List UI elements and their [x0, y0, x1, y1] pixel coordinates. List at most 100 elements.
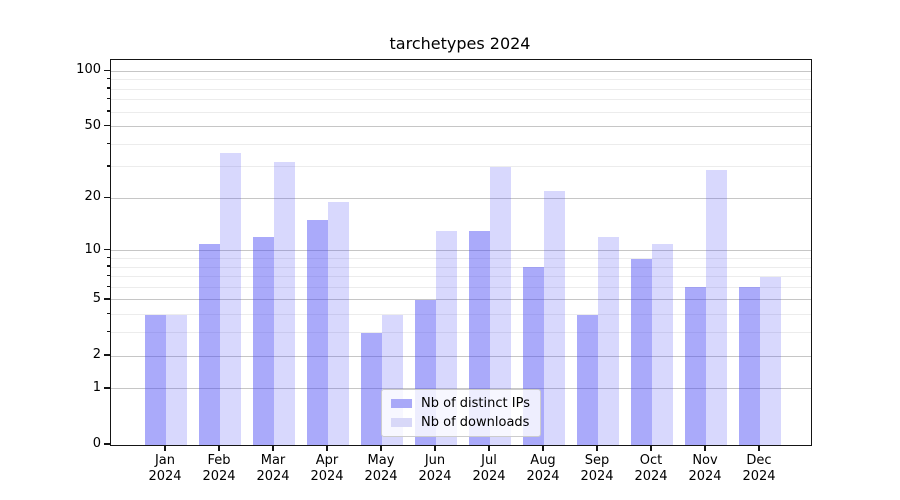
x-tick-year: 2024 [634, 469, 668, 484]
x-tick-label-sep: Sep 2024 [567, 453, 627, 485]
bar-downloads-feb [220, 152, 241, 445]
y-tick-mark-2 [104, 354, 110, 356]
x-tick-month: Jan [154, 453, 176, 468]
x-tick-month: Aug [530, 453, 556, 468]
bar-downloads-dec [760, 276, 781, 445]
bar-downloads-aug [544, 191, 565, 445]
gridline-50 [111, 126, 811, 128]
x-tick-year: 2024 [148, 469, 182, 484]
y-minor-tick-mark-6 [106, 285, 110, 288]
x-tick-label-oct: Oct 2024 [621, 453, 681, 485]
legend-row-downloads: Nb of downloads [391, 415, 530, 430]
y-minor-tick-mark-40 [106, 142, 110, 144]
bar-distinct-ips-nov [685, 287, 706, 445]
x-tick-label-dec: Dec 2024 [729, 453, 789, 485]
x-tick-label-jun: Jun 2024 [405, 453, 465, 485]
y-tick-label-1: 1 [92, 379, 101, 395]
y-tick-mark-0 [104, 443, 110, 445]
y-minor-tick-mark-90 [106, 78, 110, 80]
x-tick-month: Mar [260, 453, 286, 468]
gridline-minor-9 [111, 258, 811, 259]
bar-distinct-ips-mar [253, 237, 274, 445]
gridline-2 [111, 355, 811, 357]
x-tick-mark-nov [704, 445, 706, 451]
x-tick-label-may: May 2024 [351, 453, 411, 485]
y-minor-tick-mark-80 [106, 87, 110, 89]
x-tick-mark-jul [488, 445, 490, 451]
x-tick-month: Dec [746, 453, 772, 468]
x-tick-label-nov: Nov 2024 [675, 453, 735, 485]
y-tick-label-100: 100 [76, 62, 101, 78]
x-tick-month: Sep [584, 453, 610, 468]
y-minor-tick-mark-4 [106, 312, 110, 315]
gridline-minor-60 [111, 111, 811, 113]
gridline-minor-6 [111, 286, 811, 288]
x-tick-year: 2024 [688, 469, 722, 484]
legend-label-distinct-ips: Nb of distinct IPs [421, 396, 530, 411]
x-tick-year: 2024 [742, 469, 776, 484]
y-tick-mark-1 [104, 387, 110, 389]
gridline-minor-8 [111, 266, 811, 268]
x-tick-year: 2024 [472, 469, 506, 484]
bar-downloads-nov [706, 169, 727, 445]
legend-swatch-downloads [391, 418, 413, 427]
y-minor-tick-mark-30 [106, 165, 110, 167]
x-tick-month: Jun [424, 453, 446, 468]
x-tick-label-jan: Jan 2024 [135, 453, 195, 485]
y-minor-tick-mark-60 [106, 110, 110, 112]
y-tick-mark-50 [104, 124, 110, 127]
x-tick-label-jul: Jul 2024 [459, 453, 519, 485]
x-tick-month: May [367, 453, 395, 468]
y-tick-mark-20 [104, 196, 110, 199]
y-tick-mark-100 [104, 69, 110, 71]
x-tick-mark-mar [272, 445, 274, 451]
gridline-minor-30 [111, 166, 811, 168]
x-tick-label-mar: Mar 2024 [243, 453, 303, 485]
x-tick-month: Nov [692, 453, 718, 468]
y-minor-tick-mark-70 [106, 98, 110, 100]
gridline-minor-80 [111, 88, 811, 90]
gridline-10 [111, 250, 811, 252]
y-tick-label-2: 2 [92, 347, 101, 363]
x-tick-month: Oct [639, 453, 663, 468]
bar-downloads-apr [328, 202, 349, 445]
x-tick-label-apr: Apr 2024 [297, 453, 357, 485]
bar-distinct-ips-jan [145, 314, 166, 445]
legend-swatch-distinct-ips [391, 399, 413, 408]
x-tick-mark-dec [758, 445, 760, 451]
x-tick-year: 2024 [580, 469, 614, 484]
y-tick-label-10: 10 [84, 241, 101, 257]
bar-distinct-ips-may [361, 332, 382, 445]
gridline-minor-90 [111, 79, 811, 81]
y-tick-label-50: 50 [84, 117, 101, 133]
x-tick-mark-aug [542, 445, 544, 451]
y-tick-label-5: 5 [92, 290, 101, 306]
plot-area: Nb of distinct IPs Nb of downloads [110, 59, 812, 446]
gridline-100 [111, 70, 811, 72]
bar-downloads-jan [166, 314, 187, 445]
x-tick-label-feb: Feb 2024 [189, 453, 249, 485]
x-tick-year: 2024 [310, 469, 344, 484]
x-tick-month: Apr [315, 453, 339, 468]
x-tick-mark-jan [164, 445, 166, 451]
gridline-minor-3 [111, 332, 811, 334]
x-tick-year: 2024 [418, 469, 452, 484]
x-tick-year: 2024 [364, 469, 398, 484]
y-minor-tick-mark-3 [106, 331, 110, 333]
y-minor-tick-mark-8 [106, 265, 110, 267]
y-tick-mark-10 [104, 249, 110, 251]
x-tick-year: 2024 [202, 469, 236, 484]
bar-distinct-ips-oct [631, 258, 652, 445]
x-tick-mark-sep [596, 445, 598, 451]
y-tick-label-20: 20 [84, 189, 101, 205]
x-tick-mark-apr [326, 445, 328, 451]
x-tick-mark-feb [218, 445, 220, 451]
x-tick-mark-oct [650, 445, 652, 451]
bar-distinct-ips-apr [307, 220, 328, 445]
chart-title: tarchetypes 2024 [389, 34, 531, 53]
legend-label-downloads: Nb of downloads [421, 415, 530, 430]
gridline-minor-40 [111, 143, 811, 145]
bar-downloads-mar [274, 161, 295, 445]
gridline-20 [111, 197, 811, 199]
